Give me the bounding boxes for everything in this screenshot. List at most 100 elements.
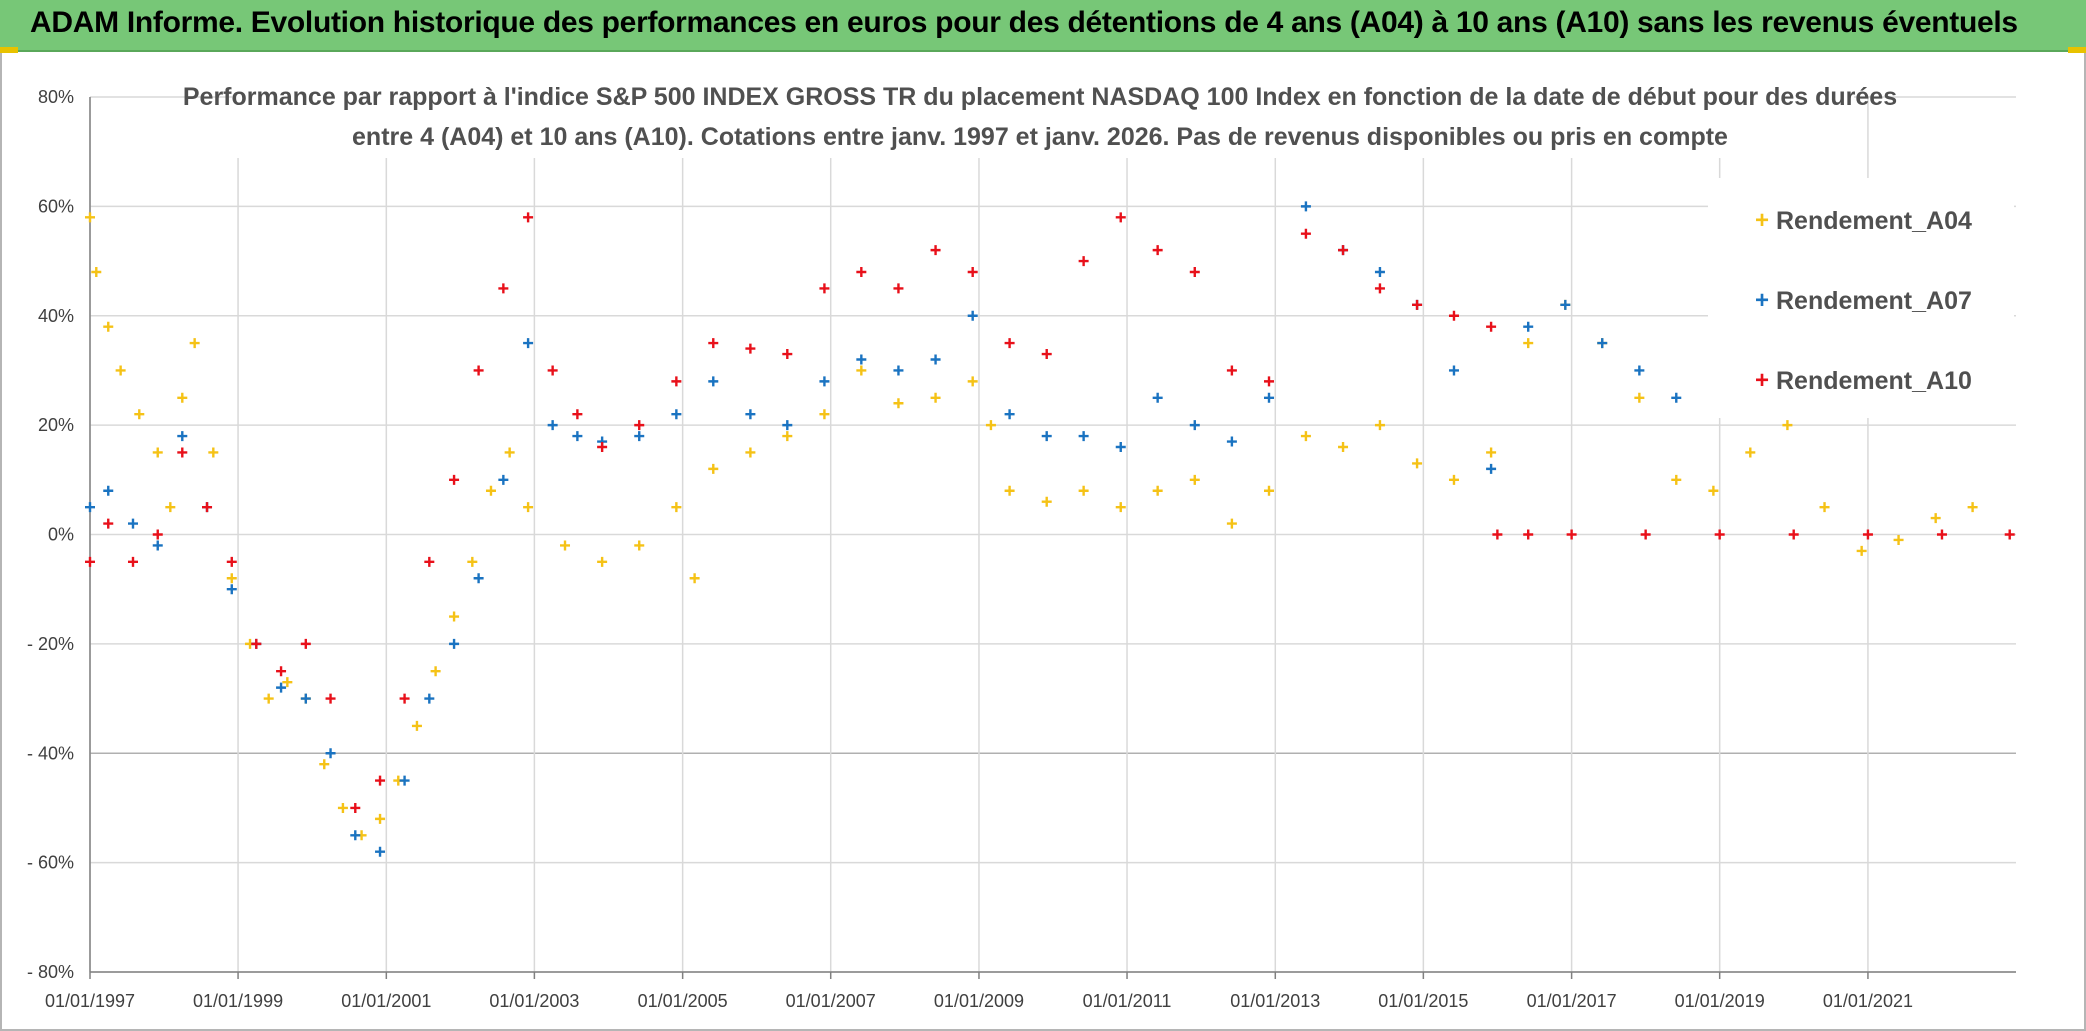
data-point <box>819 283 830 294</box>
y-axis-tick-labels: 80% 60% 40% 20% 0% - 20% - 40% - 60% - 80% <box>27 87 74 982</box>
data-point <box>893 365 904 376</box>
data-point <box>1523 529 1534 540</box>
grid-lines <box>89 96 2016 973</box>
data-point <box>504 447 515 458</box>
data-point <box>634 431 645 442</box>
data-point <box>1448 310 1459 321</box>
x-tick-label: 01/01/1997 <box>45 991 135 1011</box>
data-point <box>1936 529 1947 540</box>
data-point <box>1004 409 1015 420</box>
data-point <box>893 398 904 409</box>
data-point <box>634 420 645 431</box>
data-point <box>424 556 435 567</box>
y-tick-label: 20% <box>38 415 74 435</box>
data-point <box>1264 376 1275 387</box>
x-tick-label: 01/01/2017 <box>1527 991 1617 1011</box>
data-point <box>1300 201 1311 212</box>
x-tick-label: 01/01/2003 <box>489 991 579 1011</box>
data-point <box>1597 338 1608 349</box>
data-point <box>1041 349 1052 360</box>
x-axis-tick-labels: 01/01/1997 01/01/1999 01/01/2001 01/01/2003… <box>45 991 1913 1011</box>
data-point <box>498 474 509 485</box>
data-point <box>424 693 435 704</box>
data-point <box>1634 392 1645 403</box>
data-point <box>325 748 336 759</box>
data-point <box>893 283 904 294</box>
legend-background <box>1708 178 2014 418</box>
data-point <box>152 540 163 551</box>
data-point <box>1338 442 1349 452</box>
data-point <box>967 376 978 387</box>
data-point <box>449 474 460 485</box>
data-point <box>177 447 188 458</box>
x-tick-label: 01/01/2015 <box>1378 991 1468 1011</box>
data-point <box>251 638 262 649</box>
data-point <box>708 376 719 387</box>
data-point <box>745 343 756 354</box>
data-point <box>547 420 558 431</box>
axes <box>89 97 2016 979</box>
data-point <box>226 573 237 584</box>
data-point <box>115 365 126 376</box>
data-point <box>1264 392 1275 403</box>
data-point <box>165 502 176 513</box>
data-point <box>152 447 163 458</box>
x-tick-label: 01/01/1999 <box>193 991 283 1011</box>
chart-title-background <box>232 78 1854 158</box>
data-point <box>967 267 978 277</box>
data-point <box>967 310 978 321</box>
report-banner: ADAM Informe. Evolution historique des p… <box>0 0 2086 52</box>
data-point <box>177 431 188 442</box>
data-point <box>1486 463 1497 474</box>
data-point <box>189 338 200 349</box>
data-point <box>226 584 237 595</box>
data-point <box>430 666 441 677</box>
data-point <box>1004 338 1015 349</box>
data-point <box>1078 485 1089 496</box>
data-point <box>572 431 583 442</box>
data-point <box>325 693 336 704</box>
data-point <box>856 354 867 365</box>
data-point <box>560 540 571 551</box>
data-point <box>85 212 95 223</box>
data-point <box>350 830 361 841</box>
data-point <box>411 720 422 731</box>
data-point <box>473 365 484 376</box>
data-point <box>1078 431 1089 442</box>
data-point <box>1226 365 1237 376</box>
legend-item-a07: + Rendement_A07 <box>1755 287 1972 315</box>
data-point <box>1486 321 1497 332</box>
data-point <box>782 431 793 442</box>
chart-title-line-2: entre 4 (A04) et 10 ans (A10). Cotations… <box>352 123 1728 151</box>
data-point <box>300 693 311 704</box>
data-point <box>819 376 830 387</box>
data-point <box>1152 392 1163 403</box>
corner-accent-left <box>0 47 18 53</box>
x-tick-label: 01/01/2019 <box>1675 991 1765 1011</box>
x-tick-label: 01/01/2021 <box>1823 991 1913 1011</box>
data-point <box>1374 420 1385 431</box>
data-point <box>399 775 410 786</box>
data-point <box>1640 529 1651 540</box>
legend-label-a04: Rendement_A04 <box>1776 207 1972 235</box>
data-point <box>985 420 996 431</box>
data-point <box>782 349 793 360</box>
data-point <box>1448 365 1459 376</box>
data-point <box>745 409 756 420</box>
data-point <box>276 666 287 677</box>
data-point <box>1967 502 1978 513</box>
data-point <box>671 409 682 420</box>
data-point <box>523 338 534 349</box>
data-point <box>85 556 95 567</box>
data-point <box>523 212 534 223</box>
y-tick-label: - 40% <box>27 743 74 763</box>
data-point <box>745 447 756 458</box>
data-point <box>1264 485 1275 496</box>
data-point <box>1152 485 1163 496</box>
data-point <box>547 365 558 376</box>
data-points <box>85 201 2015 857</box>
legend-label-a10: Rendement_A10 <box>1776 367 1972 395</box>
y-tick-label: - 20% <box>27 634 74 654</box>
data-point <box>1412 299 1423 310</box>
